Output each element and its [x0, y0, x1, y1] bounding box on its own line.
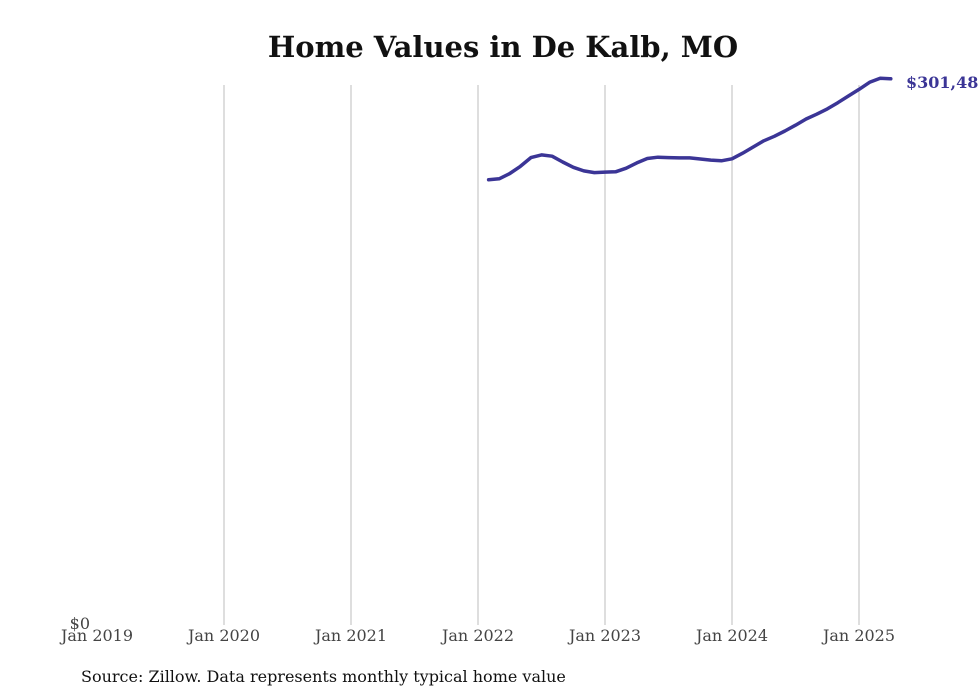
chart-title: Home Values in De Kalb, MO — [267, 30, 739, 64]
y-axis-tick-label-zero: $0 — [70, 614, 90, 633]
x-tick-label: Jan 2023 — [567, 626, 641, 645]
x-tick-label: Jan 2019 — [59, 626, 133, 645]
x-tick-label: Jan 2025 — [821, 626, 895, 645]
x-tick-label: Jan 2020 — [186, 626, 260, 645]
source-note: Source: Zillow. Data represents monthly … — [81, 667, 566, 686]
x-tick-label: Jan 2022 — [440, 626, 514, 645]
x-tick-label: Jan 2024 — [694, 626, 768, 645]
vertical-gridlines — [223, 85, 860, 625]
x-axis-tick-labels: Jan 2019 Jan 2020 Jan 2021 Jan 2022 Jan 2023… — [59, 626, 895, 645]
x-tick-label: Jan 2021 — [313, 626, 387, 645]
end-value-label: $301,48 — [906, 73, 978, 92]
series-line — [486, 76, 893, 182]
